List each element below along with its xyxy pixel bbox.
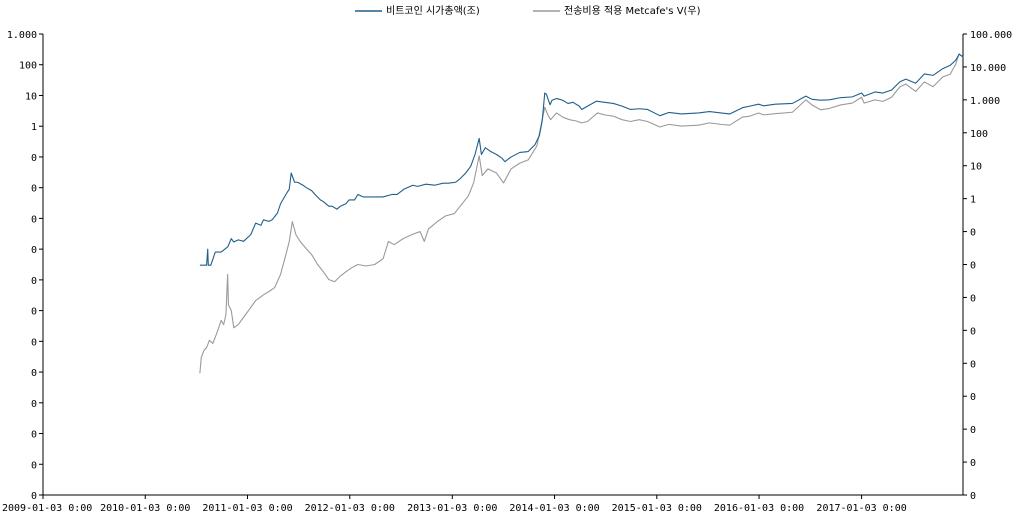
x-tick-label: 2015-01-03 0:00 <box>612 503 702 514</box>
right-y-tick-label: 0 <box>970 228 976 239</box>
right-y-tick-label: 0 <box>970 425 976 436</box>
legend: 비트코인 시가총액(조) 전송비용 적용 Metcafe's V(우) <box>355 5 701 17</box>
legend-label-market-cap: 비트코인 시가총액(조) <box>386 5 480 17</box>
left-y-tick-label: 0 <box>31 430 37 441</box>
right-y-tick-label: 1.000 <box>970 96 1000 107</box>
x-tick-label: 2011-01-03 0:00 <box>202 503 292 514</box>
left-y-tick-label: 0 <box>31 491 37 502</box>
left-y-tick-label: 0 <box>31 153 37 164</box>
right-y-tick-label: 0 <box>970 293 976 304</box>
right-y-tick-label: 0 <box>970 392 976 403</box>
left-y-tick-label: 1 <box>31 122 37 133</box>
left-y-tick-label: 0 <box>31 214 37 225</box>
x-tick-label: 2012-01-03 0:00 <box>305 503 395 514</box>
left-y-tick-label: 100 <box>19 61 37 72</box>
left-y-tick-label: 0 <box>31 337 37 348</box>
right-y-tick-label: 100.000 <box>970 30 1012 41</box>
left-y-tick-label: 1.000 <box>7 30 37 41</box>
x-tick-label: 2017-01-03 0:00 <box>816 503 906 514</box>
left-y-tick-label: 10 <box>25 91 37 102</box>
right-y-tick-label: 10.000 <box>970 63 1006 74</box>
x-tick-label: 2009-01-03 0:00 <box>2 503 92 514</box>
series-line-market-cap <box>199 53 964 266</box>
left-y-tick-label: 0 <box>31 368 37 379</box>
right-y-tick-label: 0 <box>970 491 976 502</box>
right-y-tick-label: 1 <box>970 195 976 206</box>
right-y-tick-label: 10 <box>970 162 982 173</box>
right-y-tick-label: 0 <box>970 458 976 469</box>
x-tick-label: 2016-01-03 0:00 <box>714 503 804 514</box>
left-y-tick-label: 0 <box>31 276 37 287</box>
series-line-metcalfe <box>199 53 964 374</box>
x-tick-label: 2013-01-03 0:00 <box>407 503 497 514</box>
right-y-tick-label: 0 <box>970 359 976 370</box>
right-y-tick-label: 0 <box>970 261 976 272</box>
left-y-tick-label: 0 <box>31 460 37 471</box>
right-y-tick-label: 0 <box>970 326 976 337</box>
legend-label-metcalfe: 전송비용 적용 Metcafe's V(우) <box>564 5 701 17</box>
right-y-tick-label: 100 <box>970 129 988 140</box>
axes: 0 0 0 0 0 0 0 0 0 0 0 0 1 10 100 1.000 0 0 0 0 0 0 0 0 0 1 10 100 1.… <box>2 30 1012 514</box>
left-y-tick-label: 0 <box>31 399 37 410</box>
x-tick-label: 2014-01-03 0:00 <box>509 503 599 514</box>
left-y-tick-label: 0 <box>31 184 37 195</box>
left-y-tick-label: 0 <box>31 245 37 256</box>
left-y-tick-label: 0 <box>31 307 37 318</box>
series-layer <box>199 53 964 374</box>
x-tick-label: 2010-01-03 0:00 <box>100 503 190 514</box>
